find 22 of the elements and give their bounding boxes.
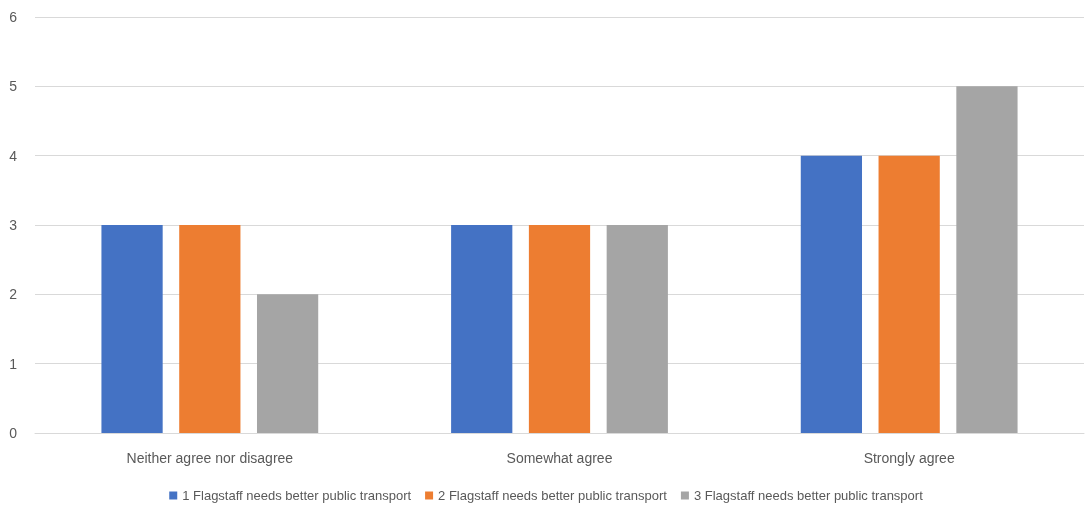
bar <box>800 155 863 433</box>
legend-label: 3 Flagstaff needs better public transport <box>693 488 924 503</box>
y-tick-label: 3 <box>9 217 18 233</box>
x-tick-label: Somewhat agree <box>506 450 613 466</box>
y-tick-label: 2 <box>9 286 18 303</box>
y-tick-label: 5 <box>9 78 18 95</box>
bar <box>179 225 241 433</box>
x-tick-label: Neither agree nor disagree <box>126 450 294 466</box>
bar <box>606 225 668 433</box>
legend-label: 2 Flagstaff needs better public transport <box>438 488 668 503</box>
legend-label: 1 Flagstaff needs better public transport <box>182 488 412 503</box>
bar <box>256 294 319 433</box>
y-tick-label: 1 <box>9 355 18 372</box>
bar <box>956 86 1018 433</box>
y-tick-label: 0 <box>9 425 18 441</box>
x-tick-label: Strongly agree <box>863 450 955 466</box>
bar <box>878 155 940 433</box>
y-tick-label: 4 <box>9 147 18 164</box>
bar <box>101 225 163 433</box>
bar <box>528 225 591 433</box>
y-tick-label: 6 <box>9 9 18 25</box>
bar <box>451 225 513 433</box>
